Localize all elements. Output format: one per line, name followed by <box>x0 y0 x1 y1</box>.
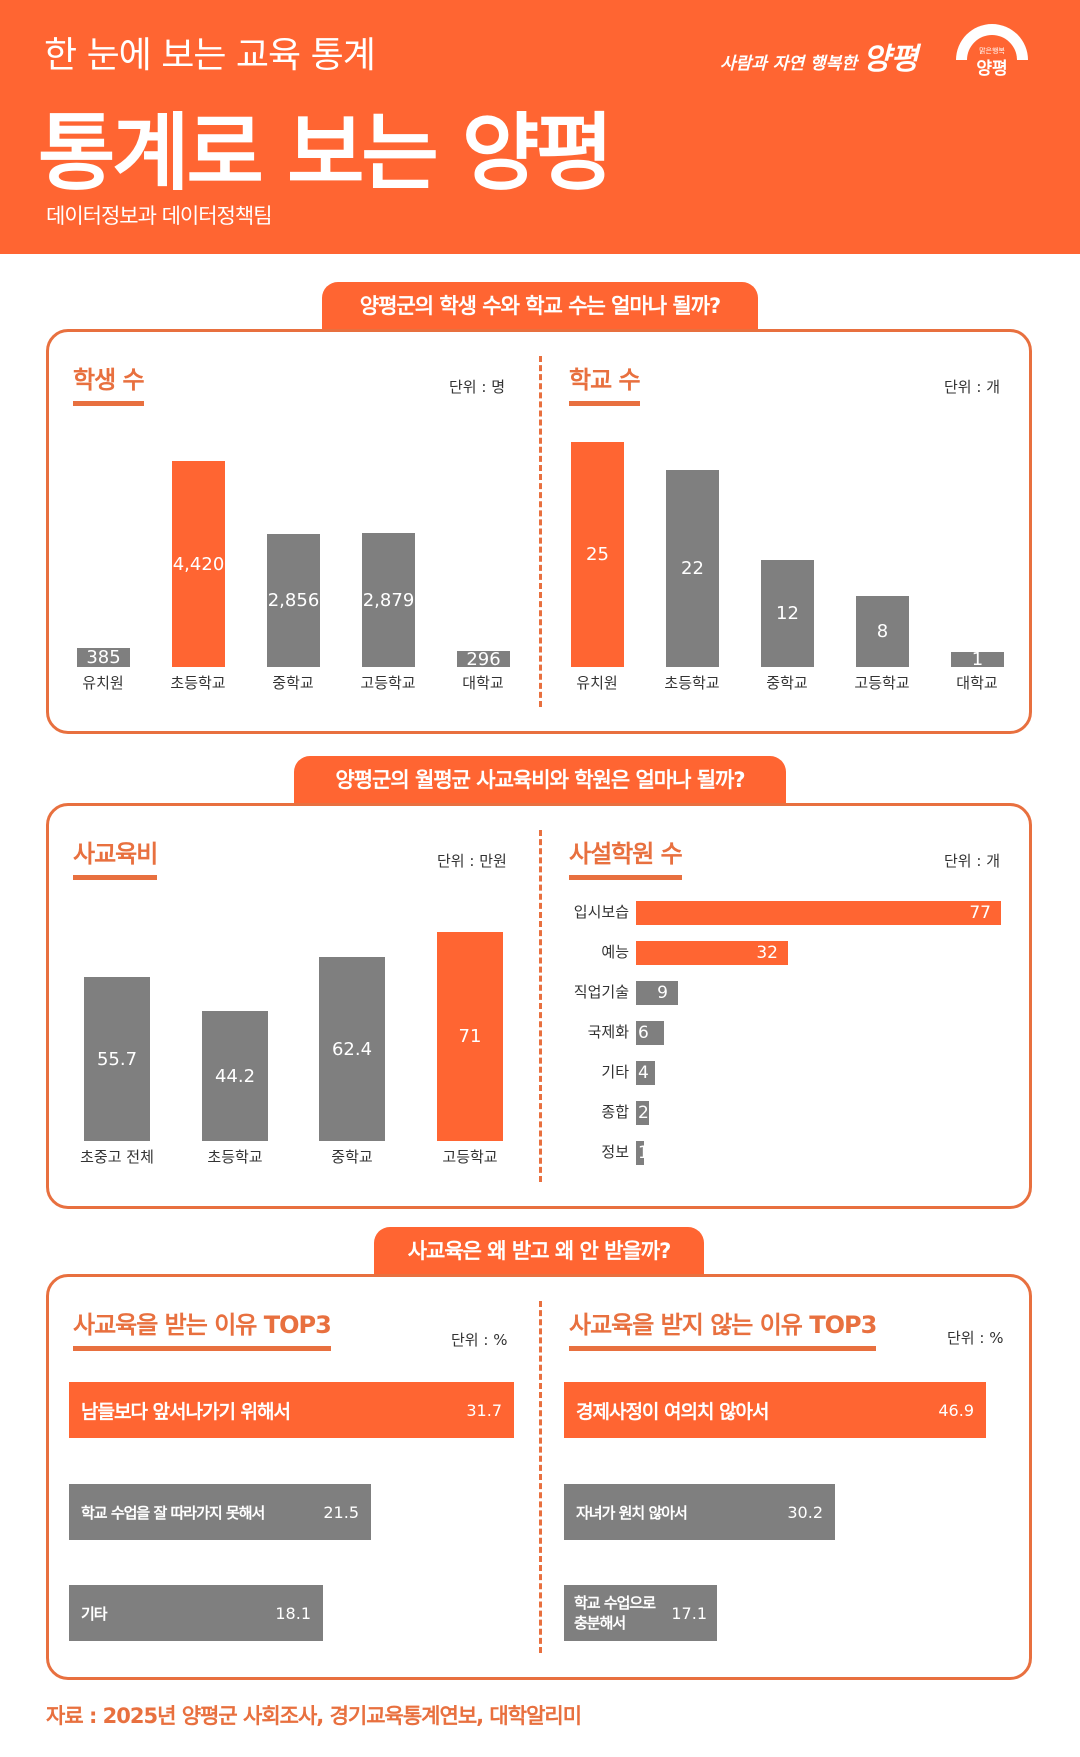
logo-small-text: 맑은행복 <box>979 47 1005 55</box>
bar-cost-total: 55.7 <box>84 977 150 1141</box>
bar-reason-against-2: 자녀가 원치 않아서 30.2 <box>564 1484 835 1540</box>
section-tab-students-schools: 양평군의 학생 수와 학교 수는 얼마나 될까? <box>322 282 758 330</box>
category-label: 중학교 <box>272 674 314 692</box>
dashed-divider <box>539 356 542 707</box>
category-label: 유치원 <box>576 674 618 692</box>
category-label: 고등학교 <box>854 674 910 692</box>
academy-label: 정보 <box>601 1143 629 1161</box>
academy-label: 종합 <box>601 1103 629 1121</box>
slogan-prefix: 사람과 자연 행복한 <box>720 54 857 74</box>
reason-label: 남들보다 앞서나가기 위해서 <box>81 1400 291 1423</box>
bar-cost-elementary: 44.2 <box>202 1011 268 1141</box>
academy-label: 직업기술 <box>573 983 629 1001</box>
header-subtitle: 한 눈에 보는 교육 통계 <box>44 35 376 76</box>
panel-title-cost: 사교육비 <box>73 834 158 880</box>
reason-value: 21.5 <box>323 1502 359 1522</box>
page-title: 통계로 보는 양평 <box>38 104 613 202</box>
bar-academy-international: 6 <box>636 1021 664 1045</box>
bar-academy-entrance: 77 <box>636 901 1001 925</box>
panel-title-schools: 학교 수 <box>569 360 641 406</box>
category-label: 중학교 <box>766 674 808 692</box>
bar-reason-against-3: 학교 수업으로 충분해서 17.1 <box>564 1585 717 1641</box>
reason-value: 30.2 <box>787 1502 823 1522</box>
bar-students-elementary: 4,420 <box>172 461 225 667</box>
section-private-education: 사교육비 단위 : 만원 55.7 44.2 62.4 71 초중고 전체 초등… <box>46 803 1032 1209</box>
unit-schools: 단위 : 개 <box>944 378 1000 396</box>
unit-cost: 단위 : 만원 <box>437 852 507 870</box>
reason-label: 자녀가 원치 않아서 <box>576 1503 688 1522</box>
header-banner: 한 눈에 보는 교육 통계 통계로 보는 양평 데이터정보과 데이터정책팀 사람… <box>0 0 1080 254</box>
yangpyeong-logo-icon: 맑은행복 양평 <box>956 24 1028 80</box>
bar-reason-for-3: 기타 18.1 <box>69 1585 323 1641</box>
section-students-schools: 학생 수 단위 : 명 385 4,420 2,856 2,879 296 유치… <box>46 329 1032 734</box>
slogan-logo: 사람과 자연 행복한 양평 <box>720 34 918 78</box>
category-label: 고등학교 <box>442 1148 498 1166</box>
category-label: 대학교 <box>956 674 998 692</box>
panel-title-students: 학생 수 <box>73 360 145 406</box>
category-label: 초중고 전체 <box>80 1148 154 1166</box>
dashed-divider <box>539 830 542 1182</box>
category-label: 초등학교 <box>664 674 720 692</box>
reason-value: 18.1 <box>275 1603 311 1623</box>
bar-students-university: 296 <box>457 649 510 670</box>
section-tab-private-education: 양평군의 월평균 사교육비와 학원은 얼마나 될까? <box>294 756 786 804</box>
dashed-divider <box>539 1301 542 1653</box>
reason-value: 17.1 <box>671 1603 707 1623</box>
bar-students-middle: 2,856 <box>267 534 320 667</box>
logo-text: 양평 <box>976 59 1008 79</box>
category-label: 유치원 <box>82 674 124 692</box>
rainbow-arc-icon <box>956 24 1028 60</box>
source-note: 자료 : 2025년 양평군 사회조사, 경기교육통계연보, 대학알리미 <box>46 1704 582 1728</box>
unit-reasons-for: 단위 : % <box>451 1331 508 1349</box>
reason-label: 학교 수업으로 충분해서 <box>574 1594 656 1632</box>
academy-label: 국제화 <box>587 1023 629 1041</box>
bar-academy-arts: 32 <box>636 941 788 965</box>
academy-label: 기타 <box>601 1063 629 1081</box>
bar-schools-elementary: 22 <box>666 470 719 667</box>
panel-title-reasons-against: 사교육을 받지 않는 이유 TOP3 <box>569 1305 877 1351</box>
bar-reason-for-1: 남들보다 앞서나가기 위해서 31.7 <box>69 1382 514 1438</box>
bar-students-high: 2,879 <box>362 533 415 667</box>
bar-reason-against-1: 경제사정이 여의치 않아서 46.9 <box>564 1382 986 1438</box>
unit-reasons-against: 단위 : % <box>947 1329 1004 1347</box>
bar-schools-high: 8 <box>856 596 909 667</box>
bar-schools-kindergarten: 25 <box>571 442 624 667</box>
reason-value: 31.7 <box>466 1400 502 1420</box>
unit-students: 단위 : 명 <box>449 378 505 396</box>
category-label: 중학교 <box>331 1148 373 1166</box>
category-label: 초등학교 <box>170 674 226 692</box>
bar-cost-high: 71 <box>437 932 503 1141</box>
reason-value: 46.9 <box>938 1400 974 1420</box>
bar-cost-middle: 62.4 <box>319 957 385 1141</box>
reason-label: 경제사정이 여의치 않아서 <box>576 1400 770 1423</box>
department-label: 데이터정보과 데이터정책팀 <box>46 204 273 228</box>
reason-label: 학교 수업을 잘 따라가지 못해서 <box>81 1503 265 1522</box>
slogan-brand: 양평 <box>862 42 919 77</box>
section-tab-reasons: 사교육은 왜 받고 왜 안 받을까? <box>374 1227 704 1275</box>
academy-label: 입시보습 <box>573 903 629 921</box>
unit-academies: 단위 : 개 <box>944 852 1000 870</box>
section-reasons: 사교육을 받는 이유 TOP3 단위 : % 남들보다 앞서나가기 위해서 31… <box>46 1274 1032 1680</box>
category-label: 대학교 <box>462 674 504 692</box>
panel-title-reasons-for: 사교육을 받는 이유 TOP3 <box>73 1305 332 1351</box>
category-label: 초등학교 <box>207 1148 263 1166</box>
bar-students-kindergarten: 385 <box>77 647 130 668</box>
reason-label: 기타 <box>81 1604 108 1623</box>
bar-academy-general: 2 <box>636 1101 649 1125</box>
bar-academy-info: 1 <box>636 1141 649 1165</box>
bar-schools-middle: 12 <box>761 560 814 667</box>
panel-title-academies: 사설학원 수 <box>569 834 683 880</box>
academy-label: 예능 <box>601 943 629 961</box>
bar-schools-university: 1 <box>951 649 1004 670</box>
category-label: 고등학교 <box>360 674 416 692</box>
bar-academy-other: 4 <box>636 1061 655 1085</box>
bar-reason-for-2: 학교 수업을 잘 따라가지 못해서 21.5 <box>69 1484 371 1540</box>
bar-academy-vocational: 9 <box>636 981 678 1005</box>
